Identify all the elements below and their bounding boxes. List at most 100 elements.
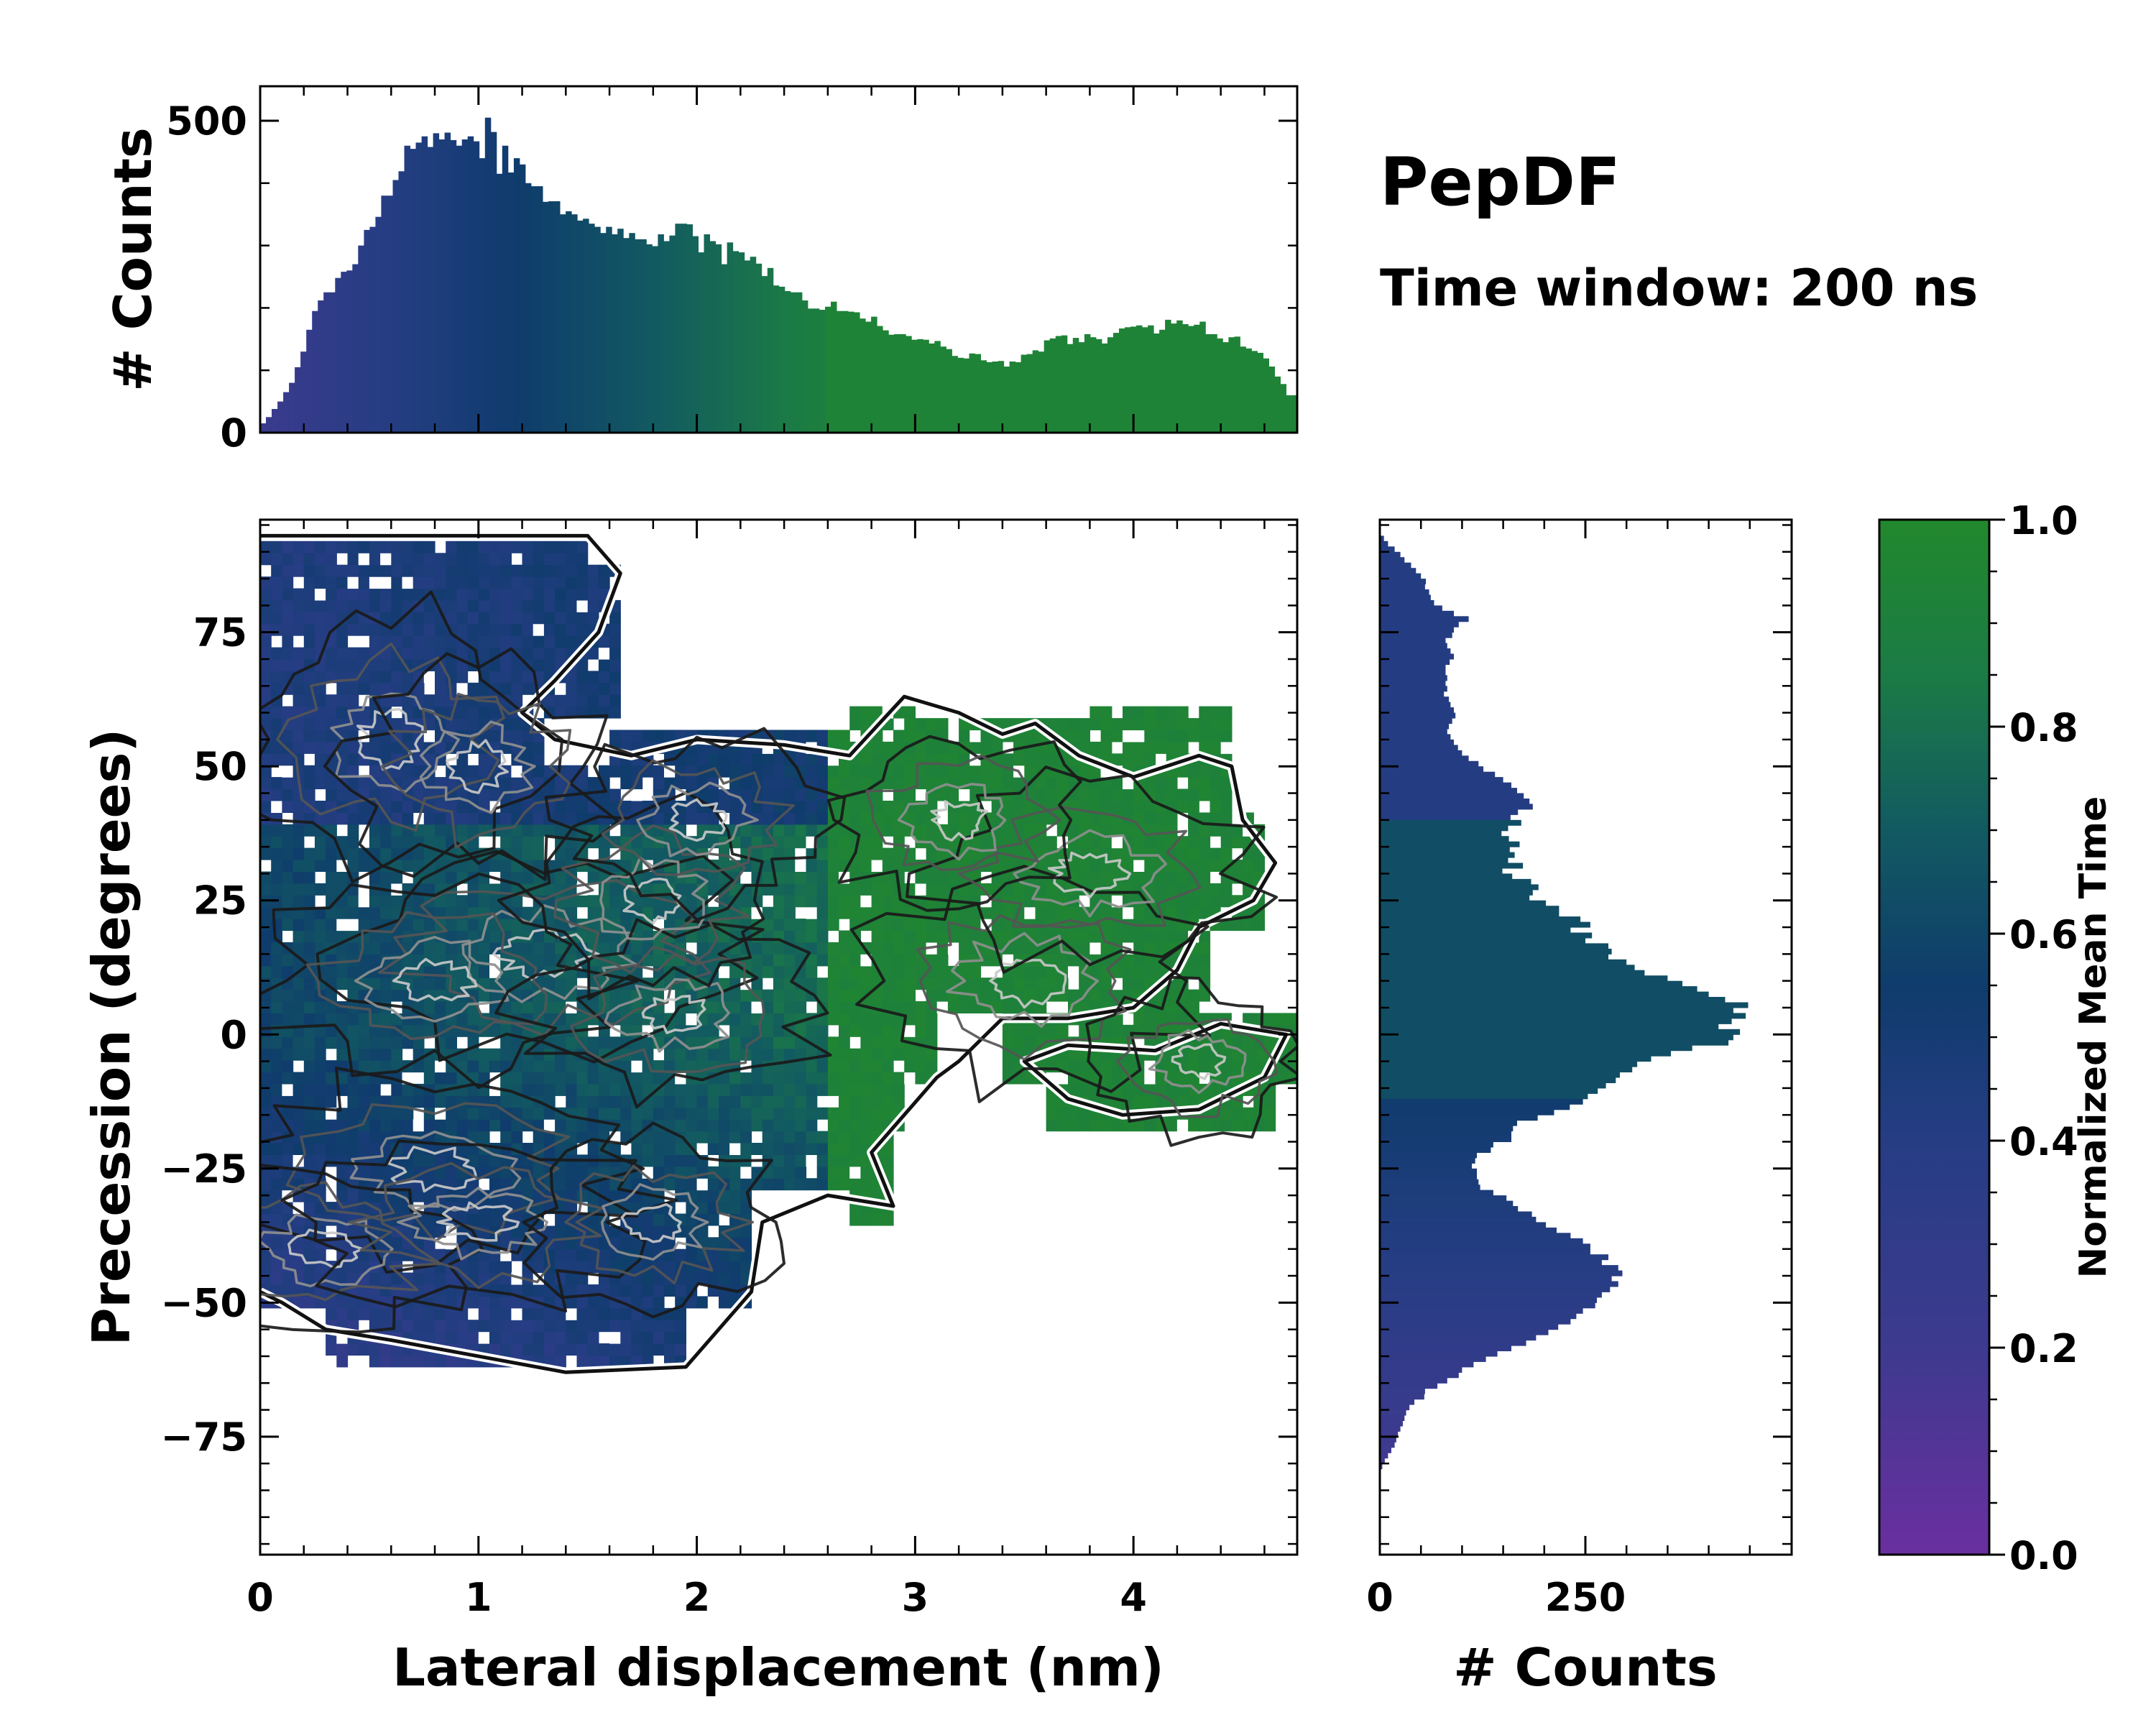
- heatmap-cell: [795, 1060, 807, 1073]
- top-histogram-bar: [444, 132, 451, 433]
- heatmap-cell: [609, 895, 621, 908]
- heatmap-cell: [587, 1107, 599, 1120]
- density-contour: [392, 957, 478, 1002]
- right-histogram-bar: [1380, 819, 1521, 826]
- heatmap-cell: [871, 847, 883, 860]
- heatmap-cell: [369, 1060, 381, 1073]
- heatmap-cell: [1013, 978, 1025, 990]
- heatmap-cell: [609, 647, 621, 660]
- heatmap-cell: [1231, 919, 1243, 932]
- heatmap-cell: [292, 824, 305, 837]
- heatmap-cell: [686, 1272, 698, 1285]
- top-histogram-bar: [312, 310, 318, 433]
- heatmap-cell: [435, 1272, 446, 1285]
- heatmap-cell: [1220, 836, 1233, 849]
- right-histogram-bar: [1380, 632, 1452, 638]
- top-histogram-bar: [272, 409, 278, 433]
- heatmap-cell: [369, 1024, 381, 1037]
- heatmap-cell: [806, 801, 818, 813]
- heatmap-cell: [456, 588, 469, 601]
- heatmap-cell: [391, 1048, 403, 1061]
- heatmap-cell: [1089, 906, 1102, 919]
- heatmap-cell: [423, 671, 436, 684]
- heatmap-cell: [326, 588, 337, 601]
- heatmap-cell: [860, 706, 872, 719]
- heatmap-cell: [413, 1190, 425, 1202]
- heatmap-cell: [849, 1013, 861, 1026]
- heatmap-cell: [292, 694, 305, 707]
- y-tick-label: −25: [161, 1146, 247, 1192]
- heatmap-cell: [435, 1060, 446, 1073]
- heatmap-cell: [719, 1095, 730, 1108]
- heatmap-cell: [1188, 788, 1199, 801]
- heatmap-cell: [1100, 718, 1112, 731]
- heatmap-cell: [533, 1083, 545, 1096]
- heatmap-cell: [860, 1036, 872, 1049]
- heatmap-cell: [609, 765, 621, 778]
- heatmap-cell: [1068, 930, 1079, 943]
- heatmap-cell: [664, 1143, 676, 1155]
- heatmap-cell: [423, 812, 436, 825]
- heatmap-cell: [1013, 942, 1025, 954]
- heatmap-cell: [1176, 1119, 1189, 1132]
- heatmap-cell: [1155, 836, 1167, 849]
- heatmap-cell: [915, 930, 927, 943]
- heatmap-cell: [1100, 1119, 1112, 1132]
- heatmap-cell: [1133, 836, 1145, 849]
- density-contour: [461, 904, 637, 1003]
- heatmap-cell: [609, 1107, 621, 1120]
- heatmap-cell: [522, 576, 534, 589]
- heatmap-cell: [795, 753, 807, 766]
- heatmap-cell: [576, 1083, 589, 1096]
- heatmap-cell: [478, 765, 490, 778]
- top-histogram-bar: [1061, 335, 1068, 433]
- right-histogram-bar: [1380, 1453, 1388, 1459]
- heatmap-cell: [587, 1083, 599, 1096]
- top-histogram-bar: [571, 214, 578, 433]
- top-histogram-bar: [738, 252, 745, 433]
- heatmap-cell: [347, 989, 359, 1002]
- density-contour: [1085, 975, 1297, 1147]
- top-histogram-bar: [1142, 327, 1148, 433]
- heatmap-cell: [991, 777, 1003, 790]
- density-contour: [897, 783, 1007, 861]
- heatmap-cell: [1111, 801, 1123, 813]
- density-contour: [497, 791, 765, 1000]
- heatmap-cell: [456, 1119, 469, 1132]
- heatmap-cell: [653, 1320, 665, 1333]
- heatmap-cell: [489, 895, 501, 908]
- heatmap-cell: [271, 1060, 282, 1073]
- heatmap-cell: [740, 1083, 752, 1096]
- top-histogram-bar: [623, 238, 630, 433]
- heatmap-cell: [1144, 718, 1156, 731]
- heatmap-cell: [1123, 860, 1134, 872]
- heatmap-cell: [609, 730, 621, 742]
- heatmap-cell: [380, 576, 392, 589]
- heatmap-cell: [391, 812, 403, 825]
- heatmap-cell: [478, 553, 490, 566]
- heatmap-cell: [642, 1131, 654, 1144]
- top-histogram-bar: [1153, 334, 1160, 433]
- top-histogram-bar: [1257, 352, 1263, 433]
- heatmap-cell: [423, 730, 436, 742]
- top-histogram-bar: [1026, 354, 1033, 433]
- heatmap-cell: [773, 978, 785, 990]
- heatmap-cell: [423, 1320, 436, 1333]
- heatmap-cell: [849, 1131, 861, 1144]
- heatmap-cell: [642, 930, 654, 943]
- heatmap-cell: [1123, 930, 1134, 943]
- heatmap-cell: [456, 1307, 469, 1320]
- top-histogram-bar: [1447, 431, 1454, 433]
- heatmap-cell: [1035, 1036, 1047, 1049]
- heatmap-cell: [871, 765, 883, 778]
- heatmap-cell: [609, 659, 621, 671]
- heatmap-cell: [696, 788, 709, 801]
- heatmap-cell: [696, 1072, 709, 1085]
- heatmap-cell: [795, 930, 807, 943]
- heatmap-cell: [936, 978, 949, 990]
- heatmap-cell: [456, 576, 469, 589]
- right-histogram-bar: [1380, 943, 1608, 949]
- heatmap-cell: [1253, 919, 1265, 932]
- heatmap-cell: [576, 801, 589, 813]
- heatmap-cell: [489, 599, 501, 612]
